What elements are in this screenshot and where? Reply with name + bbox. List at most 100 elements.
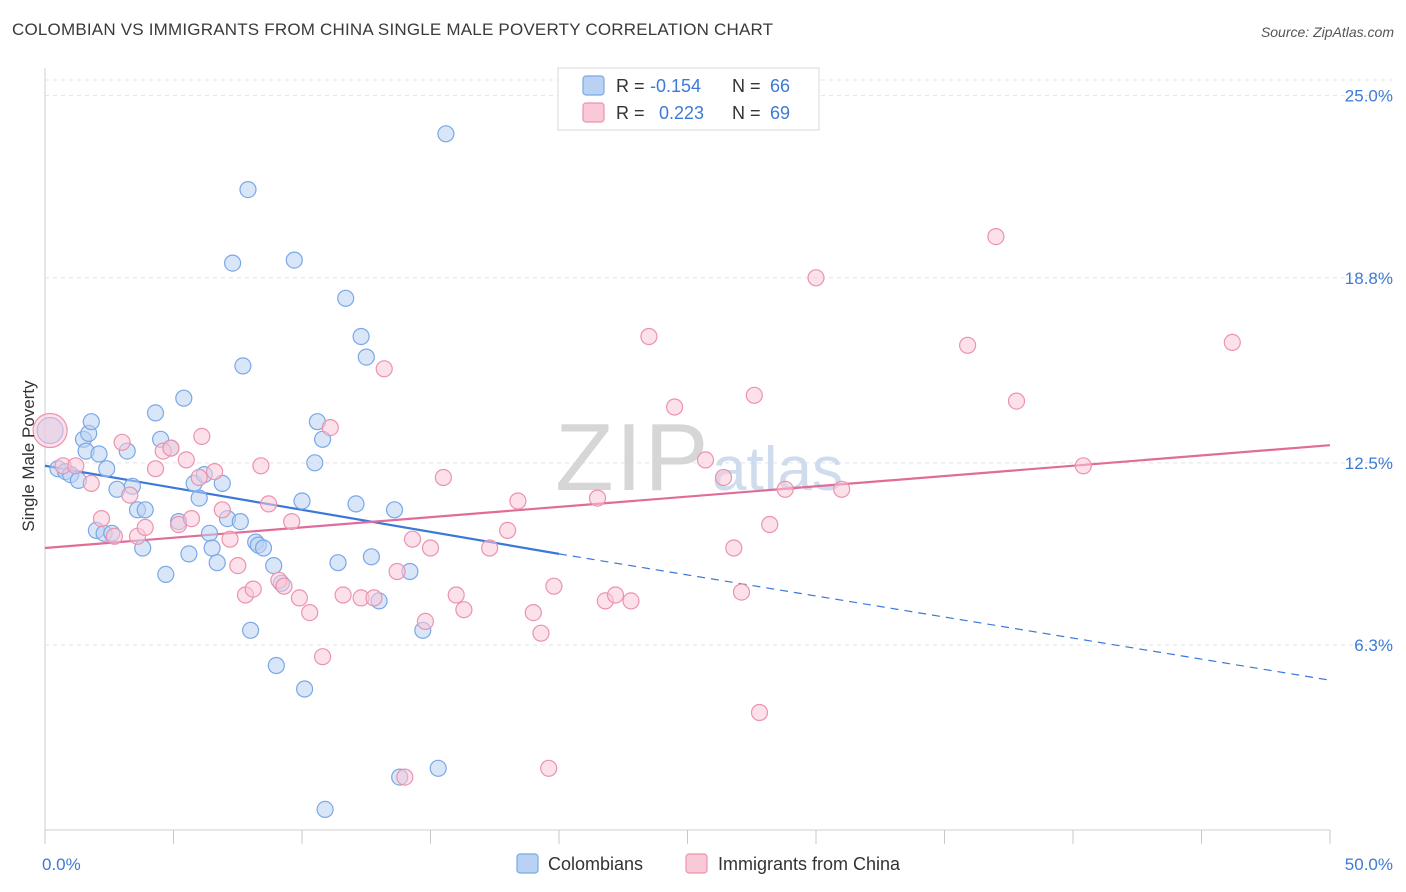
legend-r-value-china: 0.223	[659, 103, 704, 123]
colombians-point-20	[146, 404, 165, 422]
colombians-point-22	[157, 565, 175, 584]
colombians-point-63	[429, 759, 447, 777]
data-points	[32, 125, 1241, 819]
colombians-trend-line	[44, 464, 560, 555]
china-point-55	[622, 592, 640, 610]
china-point-52	[588, 489, 607, 507]
china-point-17	[193, 427, 211, 445]
china-point-18	[206, 463, 224, 481]
china-point-31	[314, 648, 332, 666]
legend-r-value-colombians: -0.154	[650, 76, 701, 96]
y-axis-title: Single Male Poverty	[19, 380, 38, 532]
colombians-trend-extension	[558, 553, 1331, 681]
china-point-39	[403, 530, 422, 548]
china-point-37	[388, 562, 406, 581]
china-point-35	[365, 589, 383, 607]
china-point-63	[750, 703, 769, 722]
legend-swatch-china	[582, 102, 605, 123]
china-point-64	[761, 515, 779, 534]
china-point-40	[416, 612, 434, 631]
legend-n-value-china: 69	[770, 103, 790, 123]
china-point-38	[396, 768, 414, 786]
china-point-70	[1007, 392, 1026, 410]
colombians-point-42	[254, 539, 273, 557]
china-point-30	[301, 603, 319, 622]
colombians-point-25	[175, 389, 193, 407]
y-tick-label-0: 6.3%	[1354, 636, 1393, 655]
china-point-47	[509, 492, 527, 510]
y-tick-label-1: 12.5%	[1345, 454, 1393, 473]
colombians-point-31	[203, 539, 221, 557]
stats-legend: R = -0.154 N = 66 R = 0.223 N = 69	[557, 67, 820, 131]
china-point-46	[499, 521, 517, 540]
china-point-2	[67, 457, 85, 475]
china-point-15	[182, 509, 201, 528]
china-point-65	[776, 480, 794, 498]
colombians-point-28	[190, 489, 208, 507]
y-tick-labels: 6.3% 12.5% 18.8% 25.0%	[1345, 87, 1393, 655]
china-point-72	[1223, 333, 1241, 351]
china-point-33	[334, 586, 352, 604]
china-point-4	[92, 509, 111, 528]
china-point-9	[136, 518, 154, 537]
china-point-36	[375, 360, 393, 378]
watermark-zip: ZIP	[555, 404, 710, 511]
colombians-point-38	[239, 181, 257, 199]
china-point-32	[321, 419, 339, 437]
bottom-legend-label-china[interactable]: Immigrants from China	[718, 854, 901, 874]
y-tick-label-2: 18.8%	[1345, 269, 1393, 288]
colombians-point-12	[98, 460, 116, 478]
legend-n-label-china: N =	[732, 103, 761, 123]
colombians-point-65	[385, 501, 404, 519]
colombians-point-19	[136, 501, 154, 519]
chart-title: COLOMBIAN VS IMMIGRANTS FROM CHINA SINGL…	[12, 20, 774, 39]
china-point-24	[252, 457, 270, 475]
colombians-point-57	[357, 348, 375, 366]
x-tick-label-1: 50.0%	[1345, 855, 1393, 874]
x-tick-label-0: 0.0%	[42, 855, 81, 874]
bottom-legend-swatch-colombians[interactable]	[516, 853, 539, 874]
colombians-point-55	[347, 495, 365, 513]
china-point-41	[421, 539, 440, 557]
china-point-27	[275, 577, 293, 595]
legend-swatch-colombians	[582, 75, 605, 96]
china-point-19	[213, 501, 231, 519]
china-point-23	[244, 580, 262, 598]
colombians-point-49	[306, 454, 324, 472]
colombians-point-56	[352, 327, 370, 346]
china-point-43	[447, 586, 465, 604]
china-point-56	[640, 327, 658, 346]
china-point-54	[606, 586, 625, 604]
legend-r-label-china: R =	[616, 103, 645, 123]
colombians-point-46	[285, 251, 303, 269]
colombians-point-52	[316, 800, 334, 819]
china-point-49	[532, 624, 550, 642]
watermark: ZIP atlas	[555, 404, 843, 511]
china-point-67	[833, 480, 851, 498]
china-point-42	[434, 468, 452, 487]
colombians-point-48	[296, 680, 314, 698]
axes	[44, 68, 1331, 844]
chart-source: Source: ZipAtlas.com	[1260, 24, 1394, 40]
china-point-28	[283, 512, 301, 531]
china-point-10	[146, 460, 165, 478]
china-point-44	[455, 601, 473, 619]
colombians-point-32	[208, 554, 226, 572]
bottom-legend-label-colombians[interactable]: Colombians	[548, 854, 643, 874]
china-point-51	[545, 577, 563, 595]
china-point-29	[290, 589, 308, 607]
bottom-legend-swatch-china[interactable]	[685, 853, 708, 874]
colombians-point-47	[293, 492, 311, 510]
colombians-point-44	[267, 656, 285, 675]
colombians-point-37	[234, 357, 252, 375]
china-point-58	[696, 451, 715, 469]
colombians-point-35	[224, 254, 242, 272]
china-point-66	[807, 269, 825, 287]
china-point-68	[958, 336, 977, 354]
china-point-60	[725, 539, 743, 557]
legend-n-label-colombians: N =	[732, 76, 761, 96]
series-legend: Colombians Immigrants from China	[516, 853, 901, 874]
colombians-point-26	[180, 545, 198, 563]
